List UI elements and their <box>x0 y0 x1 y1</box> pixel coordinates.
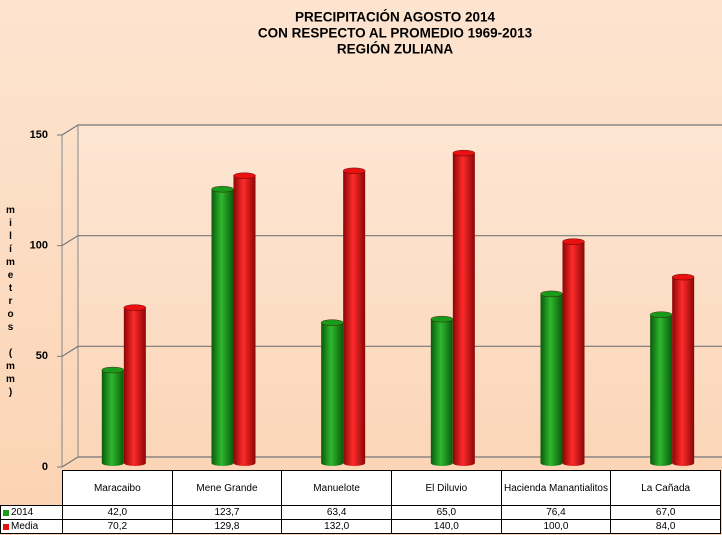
bar <box>101 366 125 466</box>
bar-base <box>540 460 563 466</box>
data-label: 67,0 <box>610 505 721 520</box>
data-label: 76,4 <box>500 505 612 520</box>
bar-body <box>101 370 124 463</box>
bar-base <box>672 460 695 466</box>
x-tick-label: Mene Grande <box>171 470 283 506</box>
chart-title: PRECIPITACIÓN AGOSTO 2014 <box>295 10 496 25</box>
x-tick-label: Maracaibo <box>62 470 173 506</box>
bar-cap <box>649 311 673 318</box>
data-label: 140,0 <box>391 519 502 534</box>
bar <box>233 172 256 466</box>
legend-entry: Media <box>0 519 63 534</box>
data-label: 84,0 <box>610 519 721 534</box>
x-tick-label: Hacienda Manantialitos <box>500 470 612 506</box>
y-tick-label: 150 <box>30 129 48 141</box>
legend-swatch <box>3 509 9 516</box>
data-label: 100,0 <box>500 519 612 534</box>
bar-cap <box>211 186 234 193</box>
legend-swatch <box>3 523 9 530</box>
chart-title: CON RESPECTO AL PROMEDIO 1969-2013 <box>258 26 533 41</box>
bar <box>320 319 344 466</box>
bar-cap <box>233 172 256 179</box>
grid-line <box>61 345 722 357</box>
bar <box>342 167 366 466</box>
bar-cap <box>671 273 695 281</box>
bar-cap <box>342 167 366 175</box>
bar <box>540 290 563 466</box>
back-wall <box>78 125 722 457</box>
bar <box>452 149 476 466</box>
grid-line <box>61 235 722 247</box>
x-tick-label: La Cañada <box>610 470 721 506</box>
x-tick-label: Manuelote <box>281 470 392 506</box>
bar-cap <box>562 238 585 245</box>
bar-body <box>233 175 256 463</box>
y-axis-label: milímetros (mm) <box>5 205 16 400</box>
bar-body <box>672 277 695 463</box>
bar-cap <box>430 315 454 323</box>
bar-cap <box>452 149 476 157</box>
bar-body <box>430 319 453 463</box>
bar-cap <box>540 290 563 298</box>
bar-body <box>123 307 146 463</box>
grid-line <box>61 456 722 468</box>
bar <box>430 315 454 466</box>
legend-label: 2014 <box>11 507 34 518</box>
bar-body <box>650 314 673 463</box>
data-label: 65,0 <box>391 505 502 520</box>
bar <box>562 238 585 466</box>
bar-body <box>211 189 234 463</box>
bar <box>211 186 234 466</box>
bar-base <box>452 460 475 466</box>
bar-base <box>101 460 124 466</box>
y-tick-label: 50 <box>36 350 48 362</box>
bar-cap <box>101 366 125 374</box>
bar-cap <box>320 319 344 326</box>
bar-base <box>233 460 256 466</box>
bar-base <box>123 460 146 466</box>
data-label: 129,8 <box>171 519 283 534</box>
bar-body <box>562 241 585 463</box>
y-tick-label: 0 <box>42 461 48 473</box>
legend-label: Media <box>11 521 39 532</box>
bar <box>649 311 673 466</box>
bar-base <box>430 460 453 466</box>
bar-cap <box>123 304 147 311</box>
bar-body <box>452 153 475 463</box>
data-label: 70,2 <box>62 519 173 534</box>
bar-body <box>540 293 563 463</box>
bar-body <box>343 170 366 463</box>
bar-base <box>321 460 344 466</box>
data-label: 42,0 <box>62 505 173 520</box>
data-label: 132,0 <box>281 519 392 534</box>
chart-title: REGIÓN ZULIANA <box>337 42 453 57</box>
bar-base <box>211 460 234 466</box>
legend-entry: 2014 <box>0 505 63 520</box>
bar-base <box>343 460 366 466</box>
data-label: 63,4 <box>281 505 392 520</box>
bar <box>671 273 695 466</box>
x-tick-label: El Diluvio <box>391 470 502 506</box>
bar-body <box>321 322 344 463</box>
data-label: 123,7 <box>171 505 283 520</box>
y-tick-label: 100 <box>30 240 48 252</box>
bar-base <box>650 460 673 466</box>
bar-base <box>562 460 585 466</box>
bar <box>123 304 147 466</box>
grid-line <box>61 124 722 136</box>
